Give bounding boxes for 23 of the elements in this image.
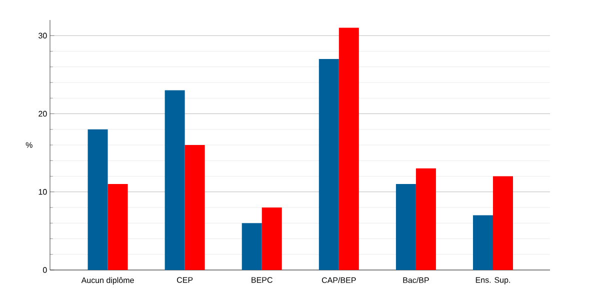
bar — [396, 184, 416, 270]
bar — [164, 90, 185, 270]
bar — [242, 223, 262, 270]
x-tick-label: CAP/BEP — [322, 277, 356, 284]
bar — [184, 145, 205, 270]
bar — [262, 208, 282, 270]
x-tick-label: BEPC — [252, 277, 272, 283]
bar — [108, 184, 128, 270]
bar — [88, 129, 108, 270]
x-tick-label: CEP — [177, 277, 193, 283]
bar — [472, 215, 493, 270]
x-tick-label: Aucun diplôme — [81, 277, 134, 285]
bar — [338, 28, 359, 270]
bar — [416, 168, 436, 270]
bar — [492, 176, 513, 270]
x-tick-label: Bac/BP — [403, 277, 429, 284]
y-tick-label: 30 — [38, 32, 47, 38]
y-tick-label: 20 — [38, 110, 47, 117]
x-tick-label: Ens. Sup. — [476, 277, 510, 284]
y-tick-label: 0 — [43, 267, 47, 273]
bar — [318, 59, 339, 270]
y-tick-label: 10 — [38, 189, 47, 195]
y-axis-title: % — [26, 142, 32, 148]
